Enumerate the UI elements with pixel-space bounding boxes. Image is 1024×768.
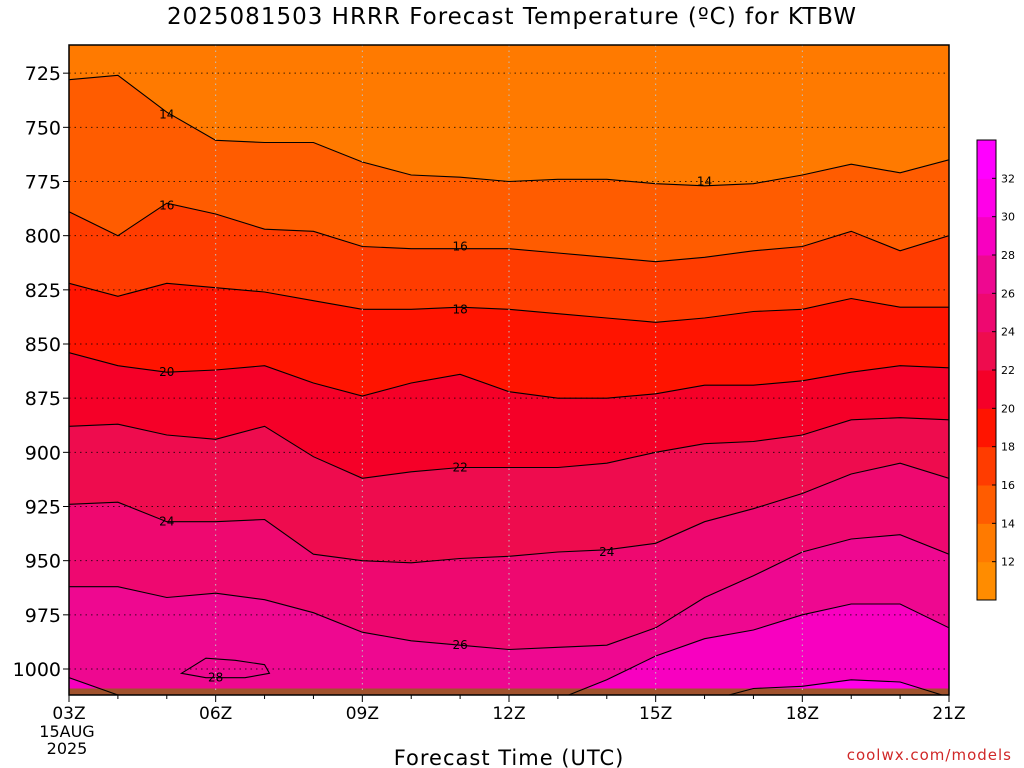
ground-bar — [69, 688, 949, 695]
y-tick-label: 775 — [25, 172, 61, 194]
contour-label: 14 — [159, 107, 174, 121]
colorbar-tick-label: 12 — [1001, 556, 1015, 569]
temp-band-0 — [69, 45, 949, 186]
contour-24 — [69, 462, 949, 564]
colorbar-tick-label: 18 — [1001, 441, 1015, 454]
colorbar-swatch — [977, 255, 996, 294]
x-tick-label: 03Z — [52, 704, 85, 724]
contour-label: 24 — [599, 545, 614, 559]
colorbar-swatch — [977, 485, 996, 524]
x-tick-label: 15Z — [639, 704, 672, 724]
contour-28 — [69, 603, 949, 695]
temp-band-1 — [69, 75, 949, 262]
x-tick-label: 18Z — [786, 704, 819, 724]
colorbar-swatch — [977, 140, 996, 179]
contour-label: 16 — [452, 240, 467, 254]
contour-22 — [69, 417, 949, 479]
contour-label: 26 — [452, 638, 467, 652]
colorbar: 12 14 16 18 20 22 24 26 28 30 32 — [976, 139, 1015, 601]
colorbar-tick-label: 26 — [1001, 287, 1015, 300]
colorbar-swatch — [977, 178, 996, 218]
y-tick-label: 1000 — [13, 659, 61, 681]
temp-band-2 — [69, 203, 949, 323]
colorbar-swatch — [977, 370, 996, 409]
y-tick-label: 750 — [25, 117, 61, 139]
colorbar-swatch — [977, 523, 996, 563]
temp-band-4 — [69, 352, 949, 479]
contour-labels: 14 14 16 16 18 20 22 24 24 26 28 — [159, 107, 712, 684]
y-tick-label: 975 — [25, 605, 61, 627]
contour-label: 20 — [159, 365, 174, 379]
colorbar-tick-label: 30 — [1001, 211, 1015, 224]
grid-lines — [69, 45, 949, 695]
contour-label: 24 — [159, 515, 174, 529]
x-axis-title: Forecast Time (UTC) — [394, 746, 625, 768]
colorbar-tick-label: 22 — [1001, 364, 1015, 377]
temp-band-5 — [69, 417, 949, 563]
x-date-label: 2025 — [47, 739, 88, 758]
temp-band-3 — [69, 283, 949, 399]
y-tick-label: 800 — [25, 226, 61, 248]
contour-30 — [726, 679, 944, 695]
colorbar-swatch — [977, 293, 996, 333]
colorbar-swatch — [977, 446, 996, 486]
temp-band-7 — [69, 534, 949, 695]
x-tick-label: 12Z — [492, 704, 525, 724]
colorbar-swatch — [977, 561, 996, 601]
chart-title: 2025081503 HRRR Forecast Temperature (ºC… — [167, 4, 857, 30]
contour-label: 22 — [452, 461, 467, 475]
temp-band-8 — [69, 604, 949, 695]
colorbar-swatch — [977, 216, 996, 256]
colorbar-swatch — [977, 408, 996, 448]
contour-label: 16 — [159, 198, 174, 212]
contour-label: 18 — [452, 302, 467, 316]
x-tick-label: 06Z — [199, 704, 232, 724]
y-tick-label: 950 — [25, 551, 61, 573]
y-tick-label: 925 — [25, 497, 61, 519]
ground-surface — [69, 688, 949, 695]
colorbar-tick-label: 28 — [1001, 249, 1015, 262]
colorbar-tick-label: 20 — [1001, 402, 1015, 415]
contour-label: 14 — [697, 175, 712, 189]
colorbar-tick-label: 24 — [1001, 326, 1015, 339]
y-tick-label: 875 — [25, 388, 61, 410]
site-credit: coolwx.com/models — [846, 746, 1012, 764]
x-tick-label: 21Z — [932, 704, 965, 724]
y-tick-label: 900 — [25, 442, 61, 464]
y-tick-label: 725 — [25, 63, 61, 85]
x-date-label: 15AUG — [39, 722, 94, 741]
x-tick-label: 09Z — [346, 704, 379, 724]
colorbar-tick-label: 14 — [1001, 517, 1015, 530]
closed-contour-fill — [181, 658, 270, 678]
y-axis: 725 750 775 800 825 850 875 900 925 950 975 1000 — [13, 63, 69, 681]
y-tick-label: 825 — [25, 280, 61, 302]
contour-label: 28 — [208, 671, 223, 685]
colorbar-tick-label: 16 — [1001, 479, 1015, 492]
colorbar-swatch — [977, 331, 996, 371]
colorbar-tick-label: 32 — [1001, 172, 1015, 185]
y-tick-label: 850 — [25, 334, 61, 356]
